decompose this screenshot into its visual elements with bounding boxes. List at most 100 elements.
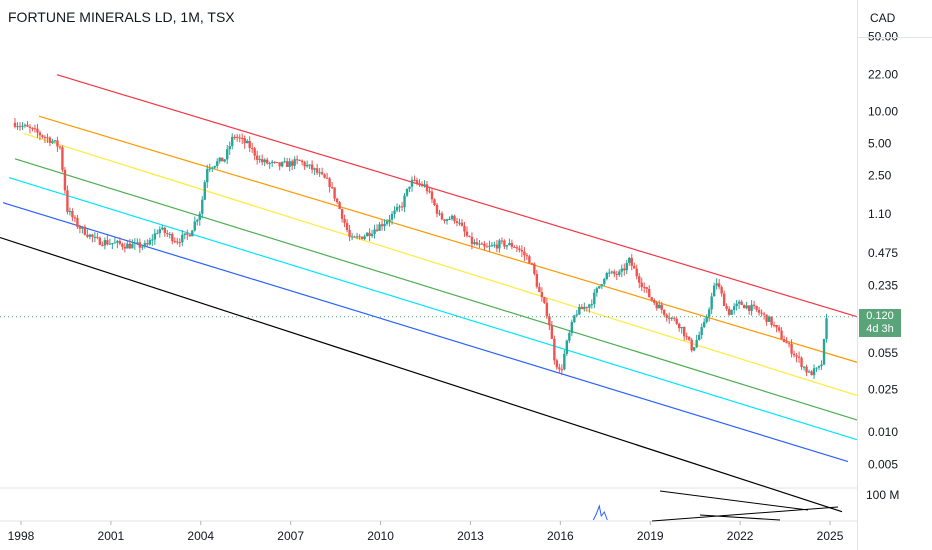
candle-body (148, 240, 152, 245)
candle-body (608, 272, 611, 274)
candle-body (320, 172, 324, 175)
candle-body (707, 309, 711, 317)
candle-body (88, 234, 92, 237)
candle-body (710, 296, 713, 310)
candle-body (792, 353, 796, 356)
candle-body (98, 237, 102, 245)
candle-body (383, 223, 386, 227)
candle-body (348, 230, 351, 237)
candle-body (355, 236, 359, 238)
candle-body (423, 184, 426, 186)
candle-body (343, 218, 346, 223)
candle-body (418, 183, 421, 185)
candle-body (678, 323, 681, 329)
trend-line (23, 132, 858, 397)
candle-body (433, 199, 436, 205)
candle-body (640, 282, 643, 288)
candle-body (655, 302, 658, 309)
candle-body (166, 232, 169, 235)
candle-body (31, 127, 34, 129)
candle-body (515, 247, 519, 249)
candle-body (375, 229, 379, 231)
candle-body (675, 318, 678, 324)
candle-body (533, 263, 536, 274)
last-price-label: 0.120 4d 3h (859, 309, 901, 337)
candle-body (450, 215, 454, 219)
candle-body (116, 240, 119, 243)
candle-body (545, 302, 549, 317)
candle-body (732, 306, 736, 310)
volume-drawing-line (699, 514, 781, 521)
candle-body (111, 243, 114, 245)
candle-body (720, 287, 723, 294)
candle-body (308, 164, 311, 166)
candle-body (238, 137, 241, 139)
candle-body (802, 366, 806, 368)
candle-body (648, 288, 651, 298)
candle-body (61, 147, 64, 170)
candle-body (780, 330, 783, 340)
candle-body (665, 314, 668, 318)
x-tick-label: 2025 (817, 529, 844, 543)
candle-body (772, 325, 776, 327)
candle-body (330, 187, 334, 189)
candle-body (213, 165, 216, 168)
candle-body (670, 317, 673, 319)
volume-tick-label: 100 M (866, 488, 899, 502)
candle-body (228, 146, 231, 150)
currency-label[interactable]: CAD (870, 11, 896, 25)
candle-body (413, 179, 416, 181)
candle-body (73, 217, 77, 219)
candle-body (241, 137, 244, 139)
candle-body (350, 236, 354, 238)
candle-body (460, 222, 464, 226)
candle-body (575, 314, 579, 316)
trend-line (8, 177, 858, 441)
x-tick-label: 2016 (547, 529, 574, 543)
candle-body (755, 305, 758, 310)
x-tick-label: 2013 (457, 529, 484, 543)
candle-body (191, 230, 194, 237)
candle-body (660, 304, 663, 310)
candle-body (735, 303, 738, 307)
candle-body (548, 316, 551, 326)
candle-body (742, 304, 746, 309)
candle-body (520, 249, 524, 252)
candle-body (790, 344, 793, 354)
candle-body (358, 236, 361, 238)
candle-body (463, 225, 466, 232)
candle-body (168, 233, 172, 235)
candle-body (765, 314, 768, 322)
volume-spike (592, 504, 608, 521)
candle-body (43, 136, 47, 138)
candle-body (278, 162, 281, 167)
candle-body (663, 309, 666, 315)
candle-body (540, 292, 544, 298)
x-tick-label: 2004 (187, 529, 214, 543)
candle-body (218, 157, 221, 162)
candle-body (812, 368, 816, 376)
bar-countdown: 4d 3h (866, 323, 894, 335)
candle-body (448, 218, 451, 220)
candle-body (146, 243, 149, 245)
candle-body (298, 159, 301, 161)
candle-body (777, 327, 781, 331)
candle-body (488, 245, 491, 247)
x-tick-label: 2019 (637, 529, 664, 543)
candle-body (236, 136, 239, 138)
candle-body (156, 233, 159, 235)
candle-body (623, 268, 626, 271)
volume-drawing-line (651, 506, 839, 522)
candle-body (13, 122, 17, 127)
y-tick-label: 0.055 (868, 346, 898, 360)
candle-body (443, 219, 446, 221)
candle-body (71, 210, 74, 218)
candle-body (820, 364, 823, 367)
candle-body (380, 224, 384, 227)
candle-body (290, 161, 294, 166)
candle-body (305, 164, 309, 167)
price-axis-divider (857, 0, 858, 550)
candle-body (21, 125, 24, 127)
candle-body (408, 186, 411, 189)
